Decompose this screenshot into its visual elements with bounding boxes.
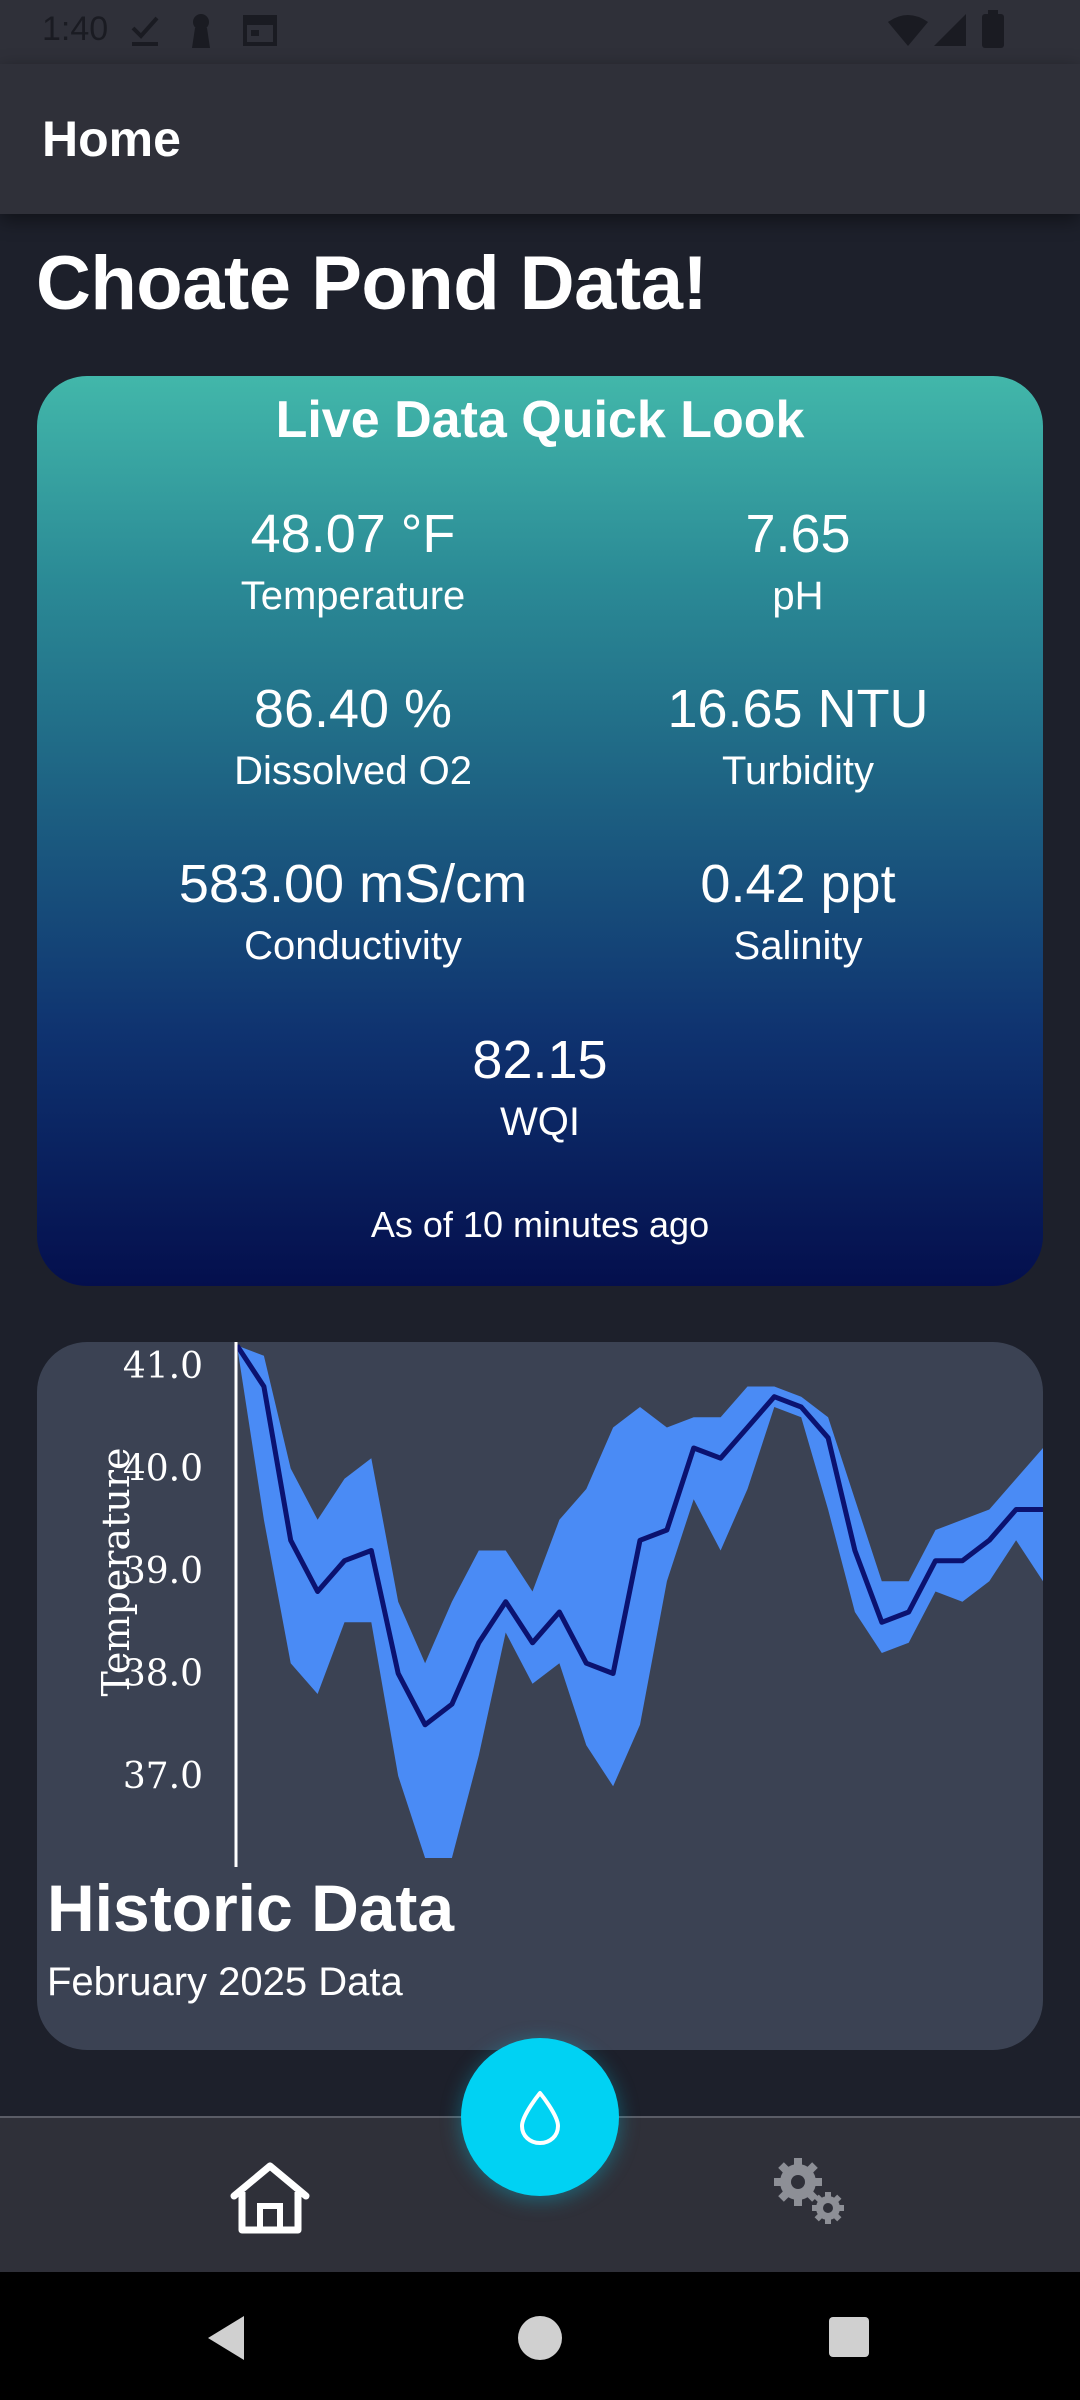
- metric-label: pH: [772, 574, 824, 618]
- top-app-bar: Home: [0, 64, 1080, 214]
- battery-icon: [982, 10, 1004, 48]
- y-tick-label: 41.0: [123, 1346, 203, 1387]
- page-title: Choate Pond Data!: [36, 241, 708, 326]
- metric-label: Temperature: [240, 574, 466, 618]
- wifi-icon: [888, 15, 928, 46]
- last-updated-text: As of 10 minutes ago: [370, 1204, 710, 1245]
- metric-label: Dissolved O2: [234, 749, 472, 793]
- metric-label: WQI: [500, 1100, 580, 1144]
- metric-value: 16.65 NTU: [667, 679, 929, 739]
- metric-salinity: 0.42 ppt Salinity: [578, 852, 1018, 972]
- keyhole-notification-icon: [192, 14, 210, 48]
- home-icon[interactable]: [228, 2160, 312, 2236]
- calendar-notification-icon: [243, 15, 277, 46]
- metric-ph: 7.65 pH: [578, 502, 1018, 622]
- metric-value: 0.42 ppt: [700, 854, 896, 914]
- metric-label: Conductivity: [244, 924, 462, 968]
- temperature-line-chart: 41.0 40.0 39.0 38.0 37.0 Temperature: [94, 1342, 1043, 1867]
- metric-conductivity: 583.00 mS/cm Conductivity: [133, 852, 573, 972]
- home-circle-icon[interactable]: [517, 2315, 563, 2361]
- historic-card-title: Historic Data: [47, 1871, 455, 1945]
- metric-value: 583.00 mS/cm: [178, 854, 528, 914]
- metric-temperature: 48.07 °F Temperature: [133, 502, 573, 622]
- y-tick-label: 38.0: [123, 1654, 203, 1695]
- y-axis-label: Temperature: [94, 1448, 138, 1697]
- app-bar-title: Home: [42, 111, 181, 167]
- metric-value: 7.65: [745, 504, 851, 564]
- water-drop-icon: [520, 2091, 560, 2145]
- metric-value: 86.40 %: [253, 679, 453, 739]
- metric-value: 48.07 °F: [250, 504, 456, 564]
- check-notification-icon: [131, 16, 159, 46]
- historic-data-card[interactable]: 41.0 40.0 39.0 38.0 37.0 Temperature Historic…: [37, 1342, 1043, 2050]
- temperature-line: [234, 1344, 1043, 1728]
- y-tick-label: 40.0: [123, 1449, 203, 1490]
- metric-wqi: 82.15 WQI: [320, 1028, 760, 1148]
- confidence-band: [237, 1345, 1043, 1858]
- live-card-title: Live Data Quick Look: [275, 391, 805, 449]
- back-icon[interactable]: [204, 2314, 248, 2362]
- status-time: 1:40: [42, 10, 109, 48]
- y-tick-label: 39.0: [123, 1551, 203, 1592]
- water-drop-fab-button[interactable]: [461, 2038, 619, 2196]
- settings-gears-icon[interactable]: [772, 2156, 848, 2228]
- metric-turbidity: 16.65 NTU Turbidity: [578, 677, 1018, 797]
- recents-icon[interactable]: [828, 2316, 870, 2358]
- y-tick-label: 37.0: [123, 1756, 203, 1797]
- status-bar: 1:40: [0, 0, 1080, 64]
- historic-card-subtitle: February 2025 Data: [47, 1960, 403, 2004]
- metric-label: Turbidity: [722, 749, 874, 793]
- metric-dissolved-o2: 86.40 % Dissolved O2: [133, 677, 573, 797]
- system-navigation-bar: [0, 2272, 1080, 2400]
- metric-label: Salinity: [733, 924, 863, 968]
- metric-value: 82.15: [472, 1030, 608, 1090]
- live-data-card[interactable]: Live Data Quick Look 48.07 °F Temperatur…: [37, 376, 1043, 1286]
- cell-signal-icon: [934, 14, 966, 46]
